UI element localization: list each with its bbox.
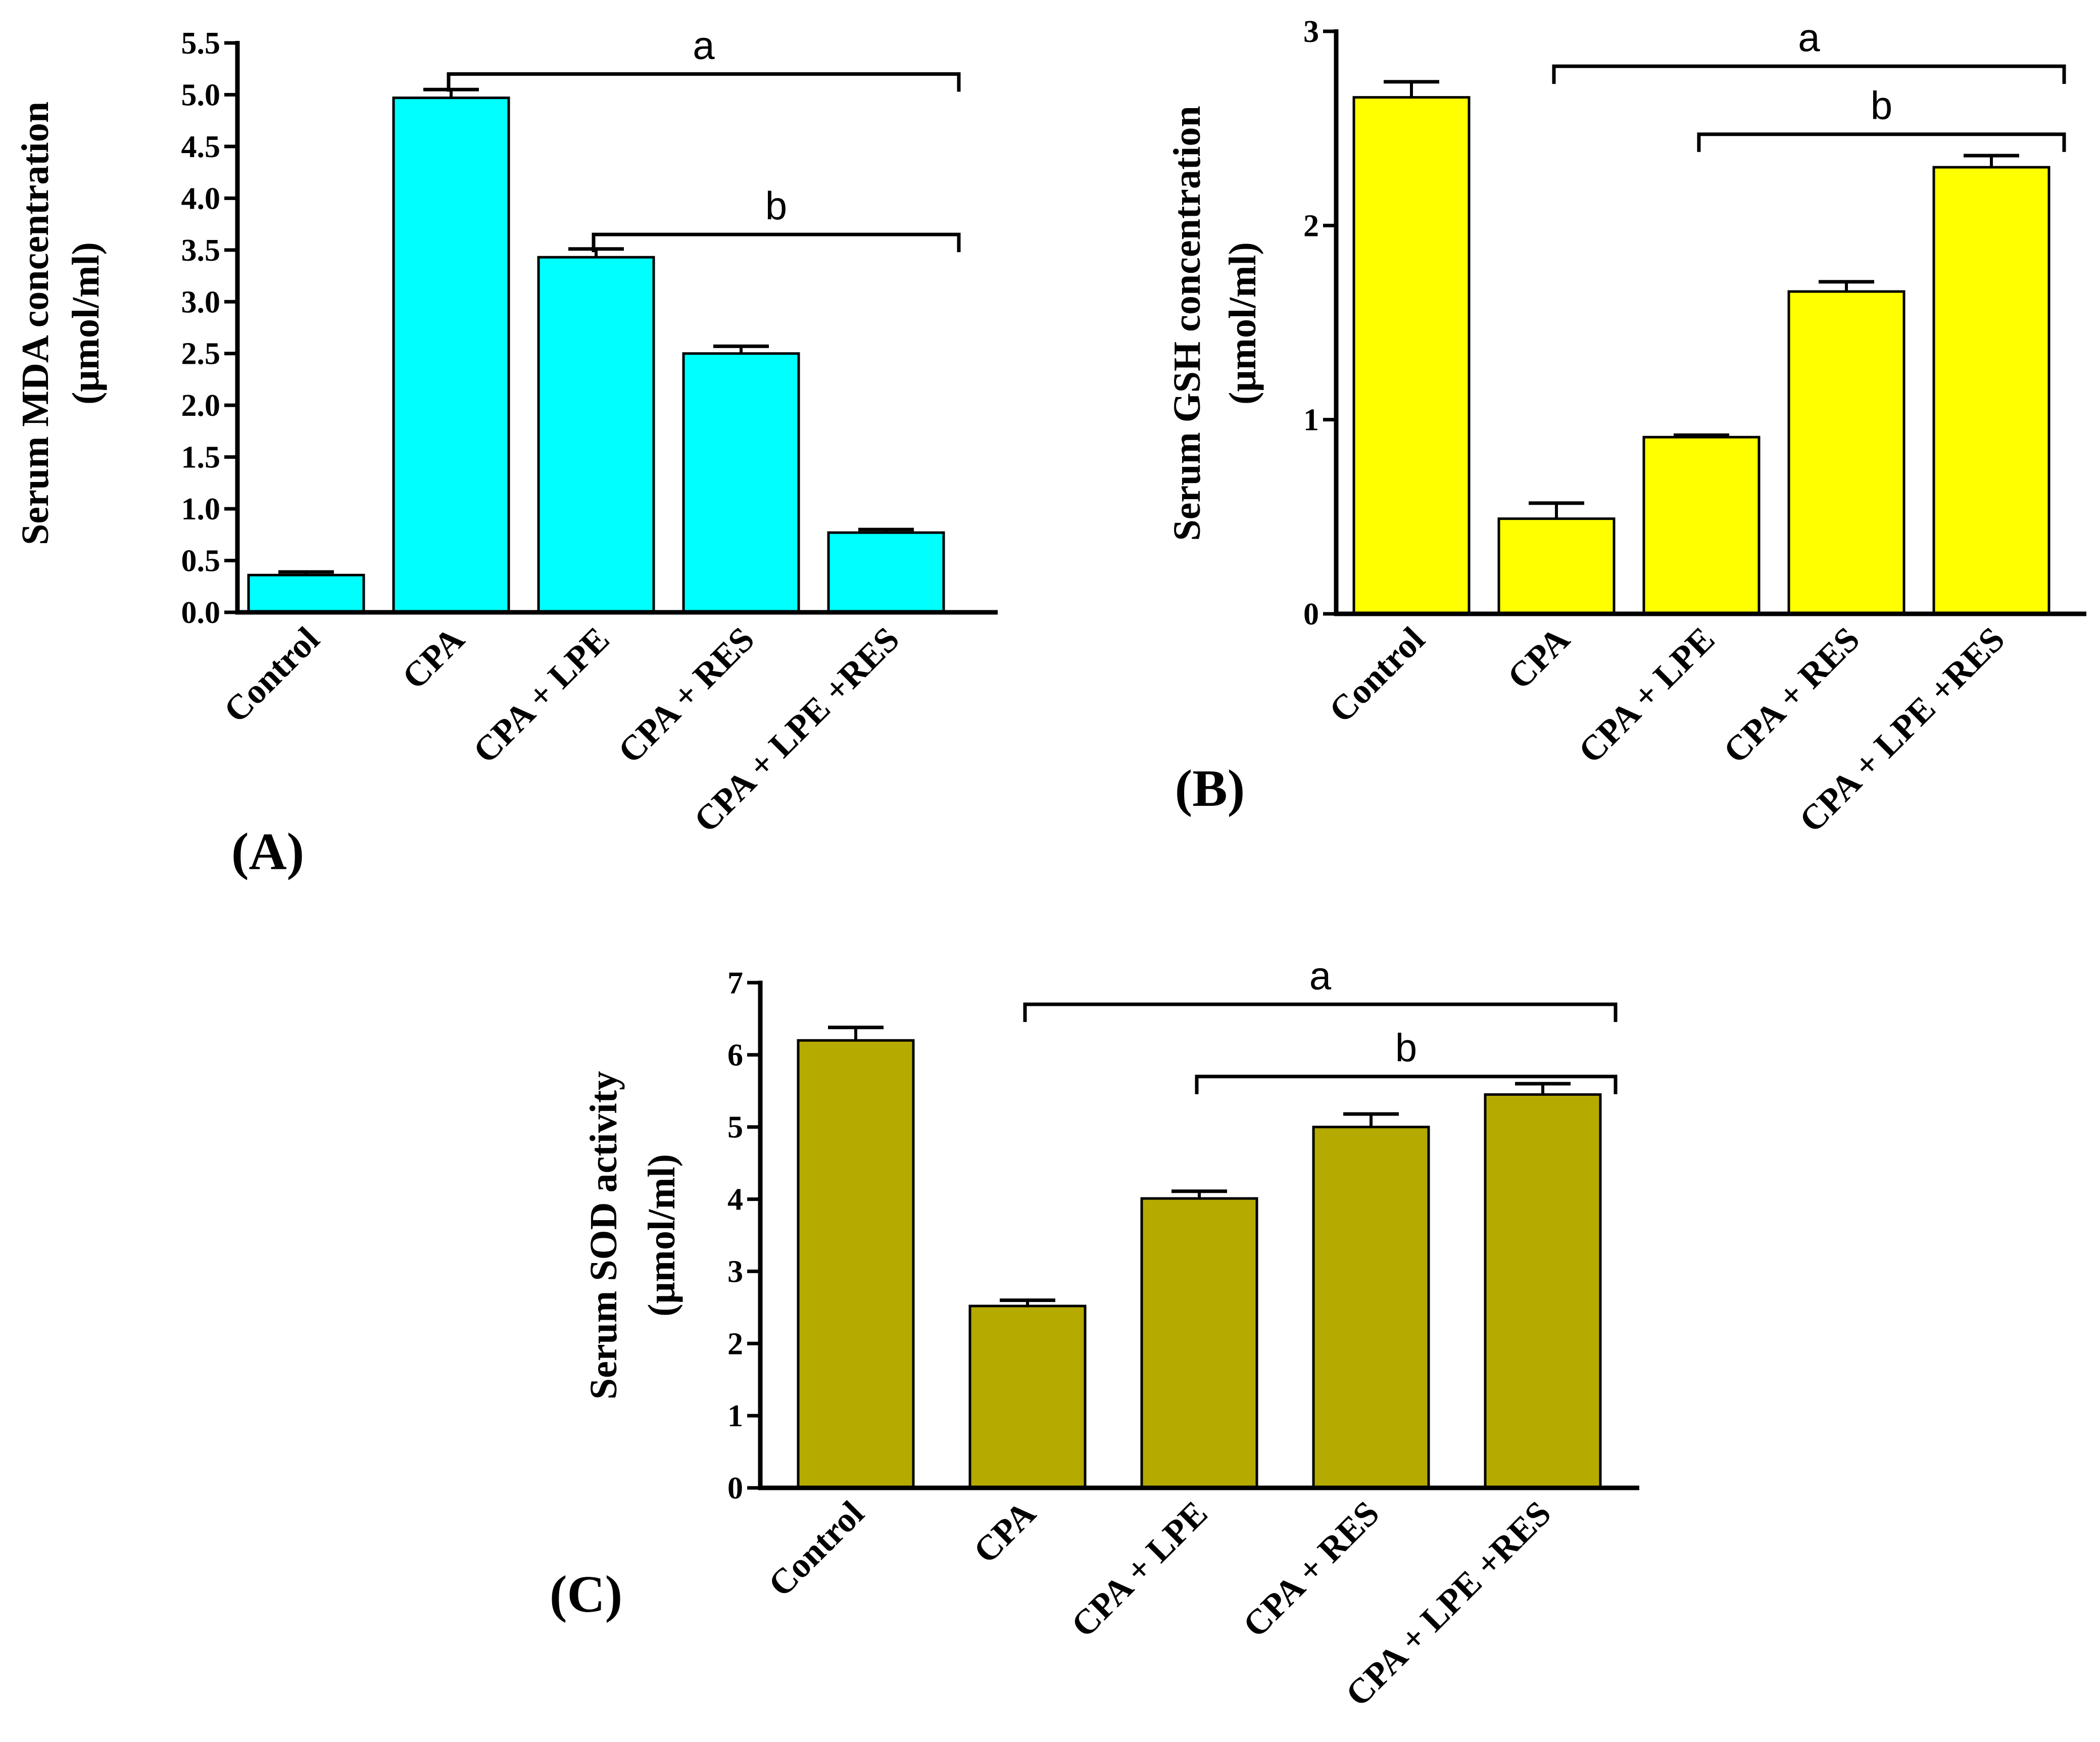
bar <box>1499 519 1614 614</box>
y-tick-label: 3 <box>1303 15 1319 49</box>
significance-label: b <box>1395 1026 1417 1070</box>
y-axis-unit: (μmol/ml) <box>65 242 107 405</box>
bar <box>1789 292 1904 614</box>
significance-label: a <box>693 23 715 67</box>
y-axis-title: Serum GSH concentration <box>1166 106 1208 541</box>
x-category-label: CPA + LPE <box>466 620 617 771</box>
y-axis-unit: (μmol/ml) <box>641 1154 683 1317</box>
y-tick-label: 2 <box>727 1327 743 1361</box>
y-axis-title: Serum SOD activity <box>582 1071 625 1399</box>
significance-bracket <box>1554 66 2064 84</box>
panel-label: (B) <box>1175 759 1245 817</box>
y-tick-label: 7 <box>727 966 743 1000</box>
bar <box>828 533 944 612</box>
figure: 0.0 0.5 1.0 1.5 2.0 2.5 3.0 3.5 4.0 4.5 5.0 5.5 Cont… <box>0 0 2100 1742</box>
x-category-label: CPA <box>966 1494 1044 1571</box>
significance-label: b <box>1871 83 1892 128</box>
panel-label: (A) <box>231 822 304 881</box>
x-category-label: Control <box>217 620 327 731</box>
bar <box>539 257 654 612</box>
y-tick-label: 3 <box>727 1254 743 1289</box>
y-tick-label: 6 <box>727 1038 743 1073</box>
significance-label: b <box>765 183 787 228</box>
y-tick-label: 3.5 <box>181 233 221 268</box>
bar <box>1142 1198 1257 1488</box>
significance-bracket <box>1699 134 2064 152</box>
bar <box>394 98 509 612</box>
x-category-label: Control <box>1322 620 1433 731</box>
y-tick-label: 2.0 <box>181 389 221 423</box>
bar <box>1313 1127 1429 1488</box>
y-tick-label: 5.5 <box>181 26 221 61</box>
y-tick-label: 0 <box>727 1471 743 1506</box>
y-tick-label: 1.0 <box>181 492 221 526</box>
x-category-label: CPA + RES <box>1236 1494 1387 1645</box>
y-tick-label: 0 <box>1303 597 1319 632</box>
significance-label: a <box>1798 15 1820 60</box>
y-tick-label: 1.5 <box>181 441 221 475</box>
x-category-label: CPA <box>1500 620 1578 697</box>
y-tick-label: 4 <box>727 1183 743 1217</box>
significance-label: a <box>1309 953 1332 998</box>
significance-bracket <box>449 74 959 91</box>
bar <box>1644 437 1759 614</box>
y-tick-label: 0.5 <box>181 544 221 578</box>
bar <box>1354 98 1469 614</box>
bar <box>249 575 364 612</box>
x-category-label: CPA + RES <box>1716 620 1867 771</box>
x-category-label: CPA <box>395 620 472 697</box>
y-axis-unit: (μmol/ml) <box>1222 242 1264 405</box>
y-tick-label: 1 <box>1303 403 1319 438</box>
y-tick-label: 5.0 <box>181 78 221 112</box>
y-tick-label: 4.0 <box>181 181 221 216</box>
y-tick-label: 4.5 <box>181 130 221 164</box>
x-category-label: CPA + LPE <box>1571 620 1722 771</box>
panel-a: 0.0 0.5 1.0 1.5 2.0 2.5 3.0 3.5 4.0 4.5 5.0 5.5 Cont… <box>14 23 998 881</box>
y-tick-label: 0.0 <box>181 596 221 630</box>
bar <box>798 1040 913 1488</box>
significance-bracket <box>594 234 959 252</box>
x-category-label: Control <box>761 1494 872 1605</box>
bar <box>683 354 799 612</box>
y-axis-title: Serum MDA concentration <box>14 102 57 545</box>
bar <box>1485 1094 1600 1488</box>
y-tick-label: 2 <box>1303 209 1319 243</box>
x-category-label: CPA + RES <box>611 620 762 771</box>
panel-label: (C) <box>550 1565 622 1623</box>
y-tick-label: 2.5 <box>181 337 221 371</box>
y-tick-label: 5 <box>727 1110 743 1145</box>
y-tick-label: 1 <box>727 1399 743 1433</box>
bar <box>970 1306 1085 1488</box>
y-tick-label: 3.0 <box>181 285 221 319</box>
x-category-label: CPA + LPE <box>1064 1494 1215 1645</box>
significance-bracket <box>1025 1004 1616 1022</box>
bar <box>1934 167 2049 614</box>
